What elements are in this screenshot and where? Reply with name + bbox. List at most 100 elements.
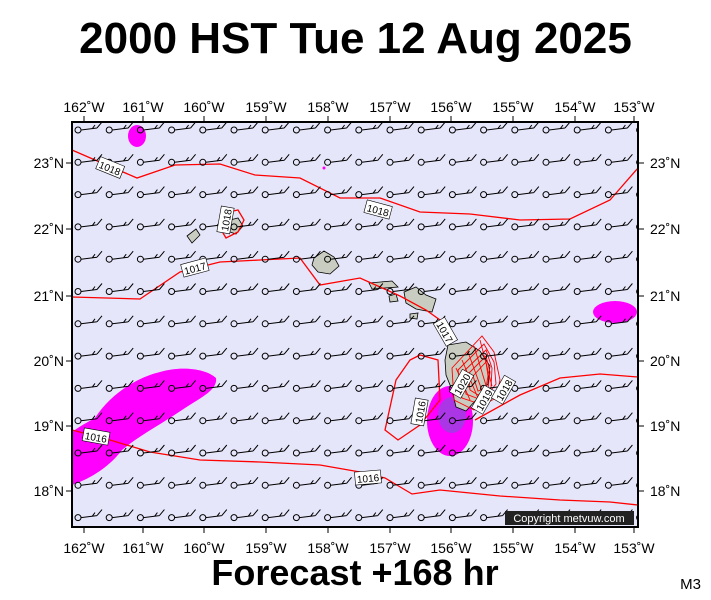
isobar-label-1016-c: 1016: [410, 397, 429, 427]
wind-barb: [386, 380, 415, 392]
wind-barb: [636, 417, 638, 424]
wind-barbs: [74, 122, 638, 522]
precip-dot: [322, 166, 326, 170]
wind-barb: [448, 315, 477, 328]
wind-barb: [230, 315, 259, 328]
wind-barb: [168, 250, 196, 263]
wind-barb: [199, 283, 228, 295]
lon-label-top: 159˚W: [245, 99, 287, 115]
lat-label-right: 18˚N: [650, 483, 680, 499]
wind-barb: [636, 385, 638, 392]
wind-barb: [573, 218, 602, 231]
wind-barb: [604, 380, 633, 392]
svg-text:1016: 1016: [357, 473, 381, 486]
wind-barb: [292, 509, 321, 522]
lon-label-top: 154˚W: [554, 99, 596, 115]
wind-barb: [636, 288, 638, 295]
wind-barb: [386, 315, 415, 328]
wind-barb: [355, 347, 384, 360]
lon-label-top: 153˚W: [613, 99, 655, 115]
wind-barb: [261, 347, 290, 360]
wind-barb: [199, 315, 228, 328]
wind-barb: [448, 347, 477, 360]
wind-barb: [324, 476, 352, 489]
wind-barb: [261, 509, 290, 522]
wind-barb: [386, 250, 415, 263]
wind-barb: [542, 186, 571, 199]
lon-label-bottom: 158˚W: [307, 540, 349, 556]
wind-barb: [74, 412, 103, 425]
wind-barb: [511, 476, 540, 489]
lat-label-right: 20˚N: [650, 353, 680, 369]
wind-barb: [292, 250, 321, 263]
wind-barb: [355, 283, 384, 295]
wind-barb: [542, 218, 571, 231]
lat-label-right: 22˚N: [650, 221, 680, 237]
wind-barb: [417, 283, 446, 295]
lat-label-left: 18˚N: [34, 483, 64, 499]
wind-barb: [636, 256, 638, 263]
wind-barb: [355, 412, 384, 425]
wind-barb: [573, 186, 602, 199]
wind-barb: [168, 315, 196, 328]
map-frame: [71, 121, 639, 528]
wind-barb: [542, 347, 571, 360]
model-code: M3: [680, 576, 701, 593]
wind-barb: [324, 347, 352, 360]
island-molokai: [368, 280, 399, 290]
map-title: 2000 HST Tue 12 Aug 2025: [79, 14, 632, 63]
lon-label-bottom: 156˚W: [430, 540, 472, 556]
wind-barb: [417, 347, 446, 360]
wind-barb: [136, 444, 165, 457]
wind-barb: [386, 186, 415, 199]
wind-barb: [74, 347, 103, 360]
wind-barb: [542, 250, 571, 263]
copyright-badge: Copyright metvuw.com: [505, 511, 634, 525]
wind-barb: [324, 315, 352, 328]
wind-barb: [636, 482, 638, 489]
wind-barb: [417, 476, 446, 489]
wind-barb: [168, 186, 196, 199]
wind-barb: [324, 412, 352, 425]
wind-barb: [604, 250, 633, 263]
lon-label-bottom: 153˚W: [613, 540, 655, 556]
wind-barb: [136, 250, 165, 263]
lat-label-left: 21˚N: [34, 288, 64, 304]
wind-barb: [636, 191, 638, 198]
wind-barb: [604, 186, 633, 199]
wind-barb: [261, 218, 290, 231]
wind-barb: [448, 476, 477, 489]
wind-barb: [542, 315, 571, 328]
lon-label-bottom: 159˚W: [245, 540, 287, 556]
wind-barb: [74, 153, 103, 166]
wind-barb: [292, 380, 321, 392]
wind-barb: [324, 218, 352, 231]
wind-barb: [355, 509, 384, 522]
wind-barb: [230, 186, 259, 199]
wind-barb: [324, 250, 352, 263]
wind-barb: [168, 412, 196, 425]
wind-barb: [573, 283, 602, 295]
isobar-1016-loop: [384, 354, 441, 441]
wind-barb: [604, 476, 633, 489]
wind-barb: [355, 444, 384, 457]
wind-barb: [480, 218, 508, 231]
lat-label-left: 22˚N: [34, 221, 64, 237]
lon-label-top: 158˚W: [307, 99, 349, 115]
wind-barb: [386, 347, 415, 360]
wind-barb: [199, 444, 228, 457]
wind-barb: [636, 320, 638, 327]
wind-barb: [105, 412, 134, 425]
wind-barb: [417, 444, 446, 457]
wind-barb: [168, 509, 196, 522]
isobar-label-1018-c: 1018: [216, 205, 235, 235]
wind-barb: [448, 218, 477, 231]
wind-barb: [448, 186, 477, 199]
wind-barb: [324, 283, 352, 295]
wind-barb: [573, 412, 602, 425]
wind-barb: [168, 347, 196, 360]
wind-barb: [480, 347, 508, 360]
lon-label-bottom: 157˚W: [369, 540, 411, 556]
wind-barb: [292, 444, 321, 457]
